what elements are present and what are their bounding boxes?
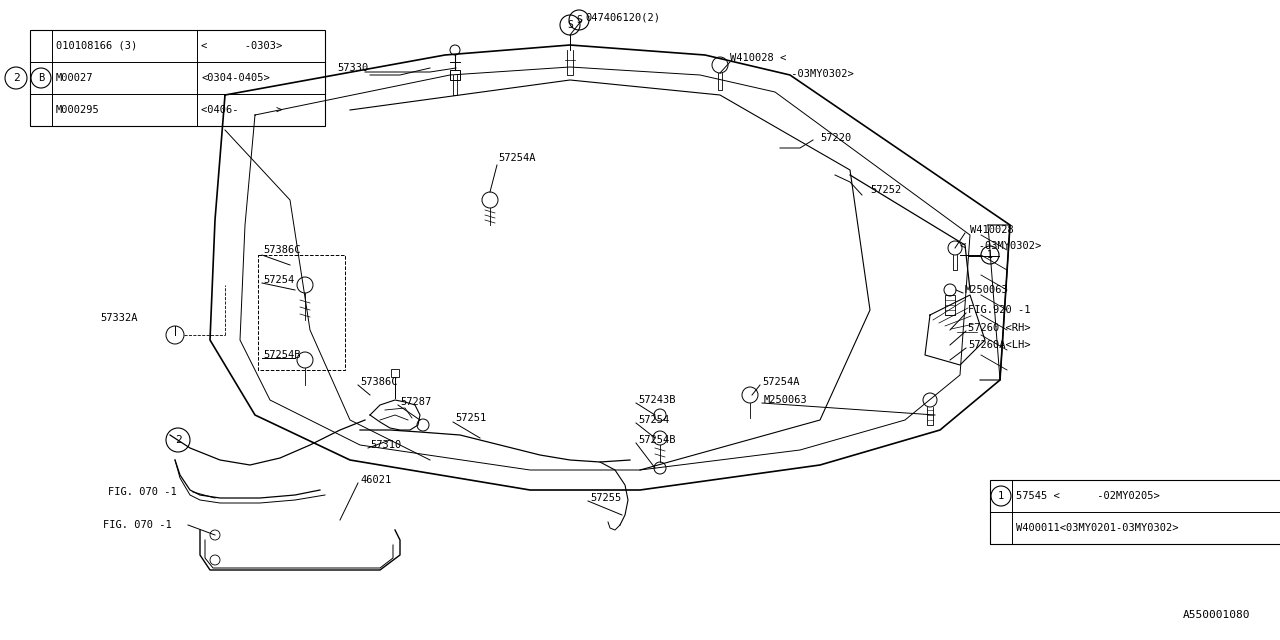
Bar — [989, 480, 1280, 544]
Text: 57255: 57255 — [590, 493, 621, 503]
Text: FIG. 070 -1: FIG. 070 -1 — [102, 520, 172, 530]
Text: 57254B: 57254B — [262, 350, 301, 360]
Text: 57386C: 57386C — [262, 245, 301, 255]
Text: 57254B: 57254B — [637, 435, 676, 445]
Text: 1: 1 — [987, 250, 993, 260]
Text: 57330: 57330 — [337, 63, 369, 73]
Text: 047406120(2): 047406120(2) — [585, 13, 660, 23]
Text: 57243B: 57243B — [637, 395, 676, 405]
Text: FIG.920 -1: FIG.920 -1 — [968, 305, 1030, 315]
Text: 1: 1 — [998, 491, 1004, 501]
Text: 57386C: 57386C — [360, 377, 398, 387]
Text: 57220: 57220 — [820, 133, 851, 143]
Bar — [945, 295, 955, 315]
Text: M250063: M250063 — [764, 395, 808, 405]
Text: 46021: 46021 — [360, 475, 392, 485]
Text: -03MY0302>: -03MY0302> — [760, 69, 854, 79]
Text: W410028 <: W410028 < — [730, 53, 786, 63]
Text: 57332A: 57332A — [100, 313, 137, 323]
Bar — [390, 369, 399, 377]
Text: S: S — [567, 20, 573, 30]
Text: 57254: 57254 — [637, 415, 669, 425]
Text: 57310: 57310 — [370, 440, 401, 450]
Text: S: S — [576, 15, 582, 25]
Text: 010108166 (3): 010108166 (3) — [56, 41, 137, 51]
Text: 57252: 57252 — [870, 185, 901, 195]
Text: M00027: M00027 — [56, 73, 93, 83]
Text: <      -0303>: < -0303> — [201, 41, 283, 51]
Text: <0406-      >: <0406- > — [201, 105, 283, 115]
Text: 57251: 57251 — [454, 413, 486, 423]
Text: A550001080: A550001080 — [1183, 610, 1251, 620]
Text: 57254A: 57254A — [498, 153, 535, 163]
Text: 57254A: 57254A — [762, 377, 800, 387]
Text: M000295: M000295 — [56, 105, 100, 115]
Text: 57260 <RH>: 57260 <RH> — [968, 323, 1030, 333]
Text: 2: 2 — [13, 73, 19, 83]
Text: 57545 <      -02MY0205>: 57545 < -02MY0205> — [1016, 491, 1160, 501]
Text: 57260A<LH>: 57260A<LH> — [968, 340, 1030, 350]
Text: 57287: 57287 — [399, 397, 431, 407]
Text: W400011<03MY0201-03MY0302>: W400011<03MY0201-03MY0302> — [1016, 523, 1179, 533]
Text: 2: 2 — [174, 435, 182, 445]
Text: <0304-0405>: <0304-0405> — [201, 73, 270, 83]
Text: 57254: 57254 — [262, 275, 294, 285]
Text: B: B — [38, 73, 44, 83]
Bar — [29, 30, 325, 126]
Text: <  -03MY0302>: < -03MY0302> — [960, 241, 1041, 251]
Text: FIG. 070 -1: FIG. 070 -1 — [108, 487, 177, 497]
Bar — [451, 70, 460, 80]
Text: M250063: M250063 — [965, 285, 1009, 295]
Text: W410028: W410028 — [970, 225, 1014, 235]
